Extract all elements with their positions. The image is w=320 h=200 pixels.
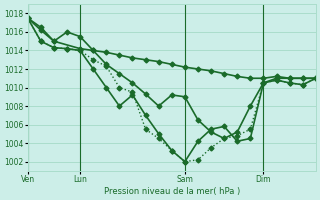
X-axis label: Pression niveau de la mer( hPa ): Pression niveau de la mer( hPa ) xyxy=(104,187,240,196)
